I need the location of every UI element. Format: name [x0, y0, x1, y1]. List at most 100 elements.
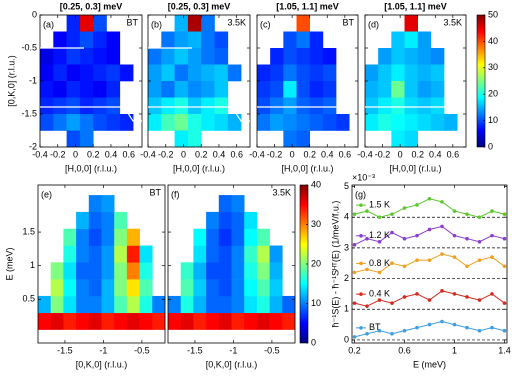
- heatmap-cell: [214, 97, 229, 115]
- heatmap-cell: [66, 97, 81, 115]
- heatmap-cell: [283, 97, 297, 115]
- heatmap-cell: [269, 312, 283, 330]
- heatmap-cell: [244, 211, 258, 230]
- heatmap-cell: [187, 130, 202, 148]
- plot-frame: [351, 184, 508, 344]
- heatmap-cell: [244, 279, 258, 297]
- panel-tag: BT: [126, 17, 138, 27]
- heatmap-cell: [76, 262, 90, 280]
- heatmap-cell: [417, 31, 432, 49]
- x-tick-label: 0.6: [230, 149, 243, 159]
- heatmap-cell: [218, 262, 232, 280]
- colorbar-tick-label: 10: [311, 298, 321, 308]
- heatmap-cell: [63, 295, 77, 314]
- panel-tag: 3.5K: [227, 17, 246, 27]
- colorbar-tick-label: 20: [488, 89, 498, 99]
- heatmap-cell: [187, 97, 202, 115]
- data-point: [477, 215, 482, 220]
- heatmap-cell: [296, 114, 310, 131]
- heatmap-cell: [296, 64, 310, 82]
- data-point: [440, 200, 444, 204]
- x-tick-label: -1.5: [187, 345, 203, 355]
- heatmap-cell: [76, 211, 90, 230]
- x-tick-label: 0.2: [303, 149, 316, 159]
- heatmap-cell: [174, 64, 189, 82]
- data-point: [477, 239, 482, 244]
- heatmap-cell: [231, 228, 245, 246]
- x-tick-label: 0.6: [398, 345, 411, 355]
- heatmap-cell: [365, 97, 379, 115]
- heatmap-cell: [231, 211, 245, 230]
- panel-label: (c): [260, 19, 271, 29]
- data-point: [452, 322, 457, 327]
- legend-marker: [359, 292, 363, 296]
- heatmap-cell: [322, 81, 337, 98]
- heatmap-cell: [174, 97, 189, 115]
- heatmap-cell: [106, 97, 121, 115]
- panel-title: [1.05, 1.1] meV: [276, 1, 339, 11]
- x-axis-label: [H,0,0] (r.l.u.): [389, 163, 441, 173]
- heatmap-cell: [126, 279, 140, 297]
- heatmap-cell: [309, 81, 324, 98]
- heatmap-cell: [187, 81, 202, 98]
- heatmap-cell: [430, 81, 445, 98]
- heatmap-cell: [106, 114, 121, 131]
- heatmap-cell: [174, 15, 189, 32]
- heatmap-cell: [40, 114, 54, 131]
- heatmap-cell: [174, 31, 189, 49]
- heatmap-cell: [139, 245, 153, 263]
- heatmap-cell: [114, 211, 128, 230]
- heatmap-cell: [101, 312, 115, 330]
- heatmap-cell: [193, 295, 207, 314]
- heatmap-cell: [50, 312, 64, 330]
- data-point: [427, 298, 432, 302]
- x-tick-label: -0.2: [375, 149, 391, 159]
- heatmap-cell: [231, 312, 245, 330]
- heatmap-cell: [187, 15, 202, 32]
- x-tick-label: 1.4: [498, 345, 511, 355]
- heatmap-cell: [40, 64, 54, 82]
- data-point: [377, 270, 382, 275]
- heatmap-cell: [296, 130, 310, 148]
- heatmap-cell: [296, 31, 310, 49]
- heatmap-cell: [40, 97, 54, 115]
- heatmap-cell: [244, 245, 258, 263]
- x-tick-label: -0.4: [357, 149, 373, 159]
- heatmap-cell: [430, 97, 445, 115]
- x-tick-label: -0.4: [249, 149, 265, 159]
- heatmap-cell: [50, 262, 64, 280]
- data-point: [377, 215, 382, 220]
- legend-label: 0.8 K: [369, 258, 390, 268]
- heatmap-cell: [50, 295, 64, 314]
- heatmap-cell: [378, 48, 392, 65]
- y-axis-label: [0,K,0] (r.l.u.): [6, 55, 16, 107]
- heatmap-cell: [93, 15, 107, 32]
- y-tick-label: 5: [344, 181, 349, 191]
- heatmap-cell: [126, 295, 140, 314]
- heatmap-cell: [66, 31, 81, 49]
- data-point: [402, 264, 407, 269]
- data-point: [465, 264, 469, 269]
- data-point: [490, 209, 494, 213]
- heatmap-cell: [126, 245, 140, 263]
- heatmap-cell: [378, 64, 392, 82]
- heatmap-cell: [256, 312, 270, 330]
- heatmap-cell: [193, 228, 207, 246]
- heatmap-cell: [101, 279, 115, 297]
- heatmap-cell: [93, 48, 107, 65]
- heatmap-cell: [139, 312, 153, 330]
- heatmap-cell: [161, 48, 175, 65]
- heatmap-cell: [53, 31, 67, 49]
- heatmap-cell: [391, 64, 405, 82]
- x-tick-label: 0: [398, 149, 403, 159]
- heatmap-cell: [404, 81, 418, 98]
- legend-marker: [359, 234, 363, 238]
- x-tick-label: -1: [99, 345, 107, 355]
- heatmap-cell: [257, 97, 271, 115]
- heatmap-cell: [174, 114, 189, 131]
- heatmap-cell: [53, 97, 67, 115]
- data-point: [502, 212, 507, 216]
- heatmap-cell: [283, 64, 297, 82]
- heatmap-cell: [174, 130, 189, 148]
